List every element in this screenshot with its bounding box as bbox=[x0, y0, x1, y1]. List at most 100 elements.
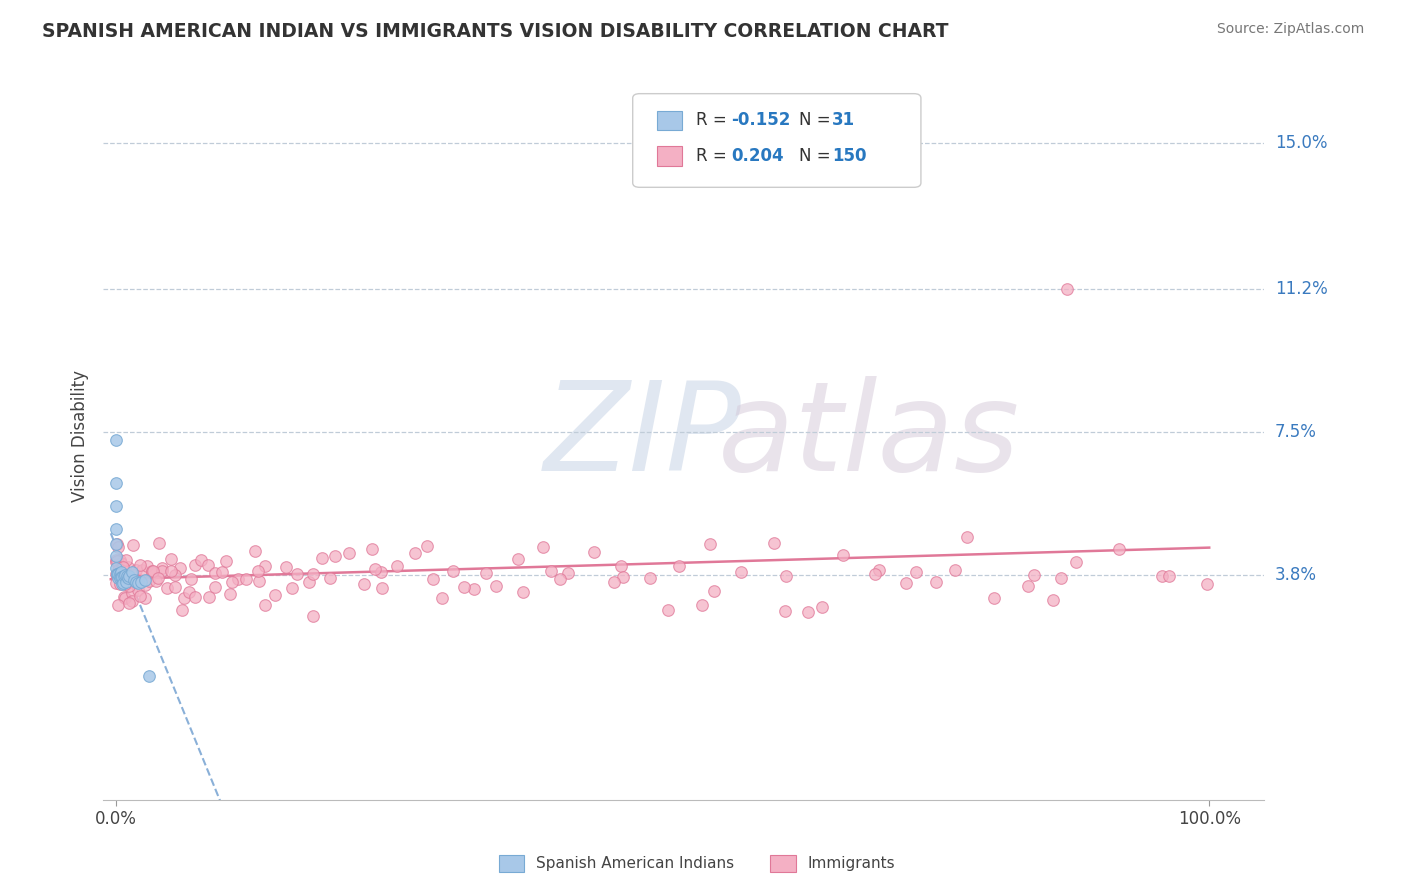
Point bbox=[127, 575, 149, 590]
Point bbox=[253, 598, 276, 612]
Point bbox=[253, 559, 276, 574]
Point bbox=[404, 545, 426, 559]
Point bbox=[134, 573, 156, 587]
Point bbox=[105, 576, 128, 591]
Point bbox=[160, 564, 183, 578]
Point bbox=[107, 563, 129, 577]
Point bbox=[108, 571, 131, 585]
Text: SPANISH AMERICAN INDIAN VS IMMIGRANTS VISION DISABILITY CORRELATION CHART: SPANISH AMERICAN INDIAN VS IMMIGRANTS VI… bbox=[42, 22, 949, 41]
Text: Source: ZipAtlas.com: Source: ZipAtlas.com bbox=[1216, 22, 1364, 37]
Text: 3.8%: 3.8% bbox=[1275, 566, 1317, 584]
Point bbox=[453, 580, 475, 594]
Point bbox=[114, 576, 136, 591]
Point bbox=[108, 567, 131, 582]
Point bbox=[121, 565, 143, 579]
Point bbox=[110, 571, 132, 585]
Point bbox=[112, 591, 135, 605]
Point bbox=[415, 539, 437, 553]
Point bbox=[1108, 541, 1130, 556]
Point bbox=[125, 564, 148, 578]
Point bbox=[1042, 592, 1064, 607]
Point bbox=[142, 565, 165, 579]
Point bbox=[118, 596, 141, 610]
Point bbox=[170, 603, 193, 617]
Point bbox=[508, 552, 530, 566]
Point bbox=[441, 564, 464, 578]
Point bbox=[105, 554, 128, 568]
Point bbox=[107, 567, 129, 582]
Point bbox=[925, 575, 948, 590]
Point bbox=[121, 538, 143, 552]
Point bbox=[111, 567, 134, 582]
Point bbox=[105, 522, 128, 536]
Point bbox=[129, 573, 152, 587]
Point bbox=[127, 574, 149, 589]
Point bbox=[114, 567, 136, 582]
Point bbox=[105, 475, 128, 490]
Point bbox=[703, 583, 725, 598]
Point bbox=[214, 554, 236, 568]
Point bbox=[512, 585, 534, 599]
Text: 7.5%: 7.5% bbox=[1275, 424, 1317, 442]
Point bbox=[117, 559, 139, 574]
Point bbox=[155, 581, 177, 595]
Point bbox=[323, 549, 346, 563]
Point bbox=[146, 571, 169, 585]
Point bbox=[131, 563, 153, 577]
Point bbox=[129, 558, 152, 573]
Point bbox=[110, 565, 132, 579]
Point bbox=[110, 556, 132, 570]
Text: N =: N = bbox=[799, 112, 835, 129]
Point bbox=[983, 591, 1005, 606]
Point bbox=[221, 574, 243, 589]
Point bbox=[105, 537, 128, 551]
Point bbox=[121, 594, 143, 608]
Point bbox=[249, 574, 271, 588]
Point bbox=[127, 582, 149, 597]
Point bbox=[302, 567, 325, 582]
Point bbox=[148, 536, 170, 550]
Point bbox=[531, 540, 554, 554]
Point bbox=[474, 566, 496, 580]
Point bbox=[863, 567, 886, 582]
Point bbox=[797, 605, 820, 619]
Text: Spanish American Indians: Spanish American Indians bbox=[536, 856, 734, 871]
Point bbox=[184, 558, 207, 572]
Point bbox=[361, 542, 384, 557]
Point bbox=[105, 566, 128, 581]
Point bbox=[117, 571, 139, 585]
Point bbox=[198, 591, 221, 605]
Point bbox=[1049, 571, 1071, 585]
Point bbox=[219, 587, 242, 601]
Point bbox=[108, 576, 131, 591]
Point bbox=[226, 572, 249, 586]
Point bbox=[610, 558, 633, 573]
Text: R =: R = bbox=[696, 112, 733, 129]
Point bbox=[108, 568, 131, 582]
Text: Immigrants: Immigrants bbox=[807, 856, 894, 871]
Point bbox=[773, 604, 796, 618]
Point bbox=[105, 499, 128, 513]
Point bbox=[105, 554, 128, 568]
Point bbox=[107, 564, 129, 578]
Point bbox=[274, 559, 297, 574]
Point bbox=[1024, 568, 1046, 582]
Point bbox=[111, 560, 134, 574]
Point bbox=[115, 568, 138, 582]
Point bbox=[105, 567, 128, 582]
Point bbox=[896, 575, 918, 590]
Point bbox=[169, 561, 191, 575]
Point bbox=[422, 572, 444, 586]
Point bbox=[1152, 568, 1174, 582]
Point bbox=[211, 566, 233, 580]
Point bbox=[111, 560, 134, 574]
Point bbox=[141, 564, 163, 578]
Text: 0.204: 0.204 bbox=[731, 147, 783, 165]
Point bbox=[557, 566, 579, 580]
Point bbox=[430, 591, 453, 606]
Point bbox=[775, 569, 797, 583]
Text: R =: R = bbox=[696, 147, 733, 165]
Point bbox=[364, 562, 387, 576]
Text: 150: 150 bbox=[832, 147, 868, 165]
Point bbox=[657, 603, 679, 617]
